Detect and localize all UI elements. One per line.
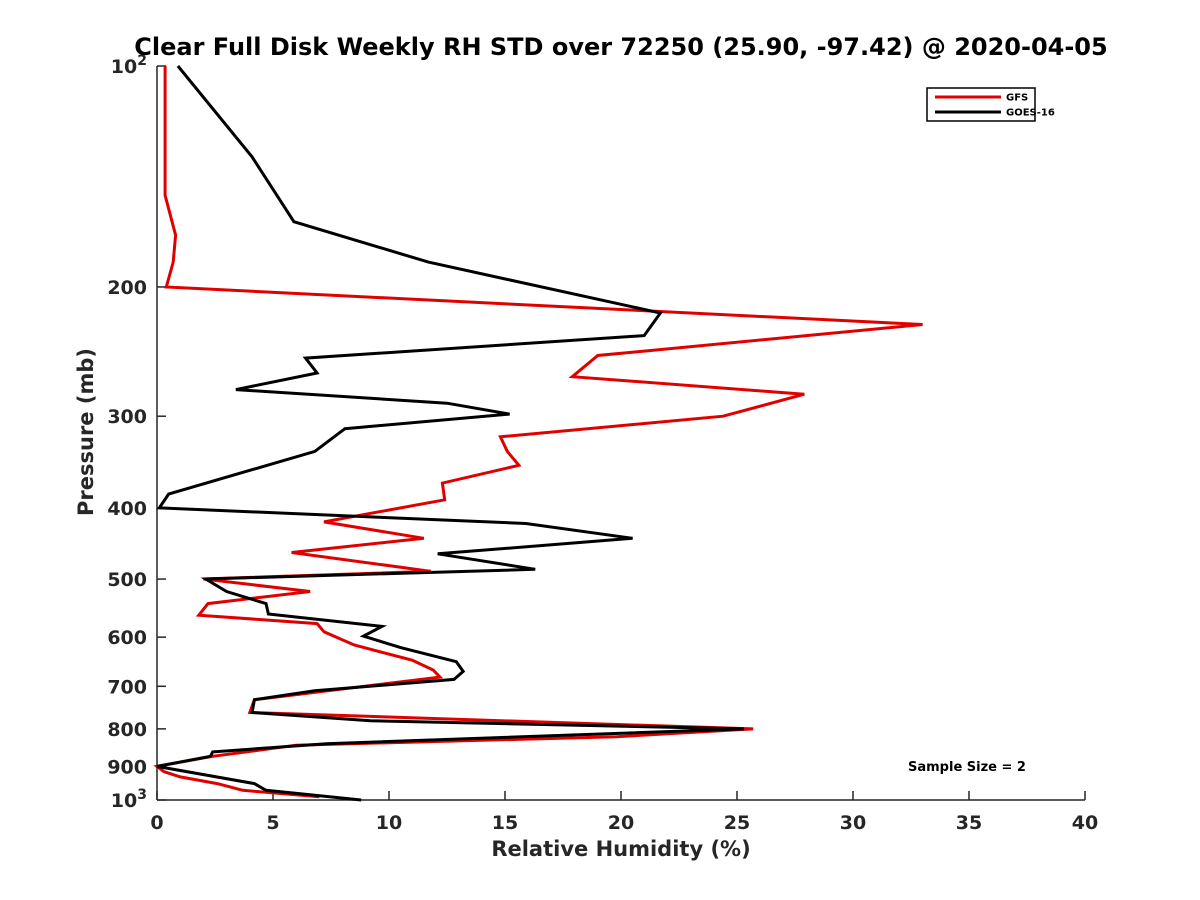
sample-size-annotation: Sample Size = 2 bbox=[908, 760, 1026, 775]
y-tick-label: 400 bbox=[107, 498, 147, 520]
x-tick-label: 25 bbox=[724, 812, 750, 834]
x-tick-label: 15 bbox=[492, 812, 518, 834]
y-tick-label: 500 bbox=[107, 569, 147, 591]
y-tick-label: 300 bbox=[107, 406, 147, 428]
legend-box bbox=[926, 87, 1036, 122]
chart-title: Clear Full Disk Weekly RH STD over 72250… bbox=[134, 33, 1107, 61]
y-tick-label: 103 bbox=[111, 787, 147, 812]
y-tick-label: 800 bbox=[107, 719, 147, 741]
y-tick-label: 600 bbox=[107, 627, 147, 649]
x-tick-label: 20 bbox=[608, 812, 634, 834]
x-tick-label: 0 bbox=[150, 812, 163, 834]
x-tick-label: 30 bbox=[840, 812, 866, 834]
x-tick-label: 5 bbox=[266, 812, 279, 834]
legend-label-gfs: GFS bbox=[1006, 93, 1028, 104]
x-tick-label: 35 bbox=[956, 812, 982, 834]
y-tick-label: 900 bbox=[107, 756, 147, 778]
y-tick-label: 102 bbox=[111, 53, 147, 78]
y-tick-label: 200 bbox=[107, 277, 147, 299]
x-axis-label: Relative Humidity (%) bbox=[491, 837, 750, 861]
x-tick-label: 10 bbox=[376, 812, 402, 834]
x-tick-label: 40 bbox=[1072, 812, 1098, 834]
series-line-goes-16 bbox=[156, 65, 745, 802]
y-tick-label: 700 bbox=[107, 676, 147, 698]
y-axis-label: Pressure (mb) bbox=[74, 348, 98, 516]
plot-area: 0 5 10 15 20 25 30 35 40 102 200 300 400 500 600 700 800… bbox=[107, 53, 1098, 834]
legend-label-goes-16: GOES-16 bbox=[1006, 108, 1055, 119]
